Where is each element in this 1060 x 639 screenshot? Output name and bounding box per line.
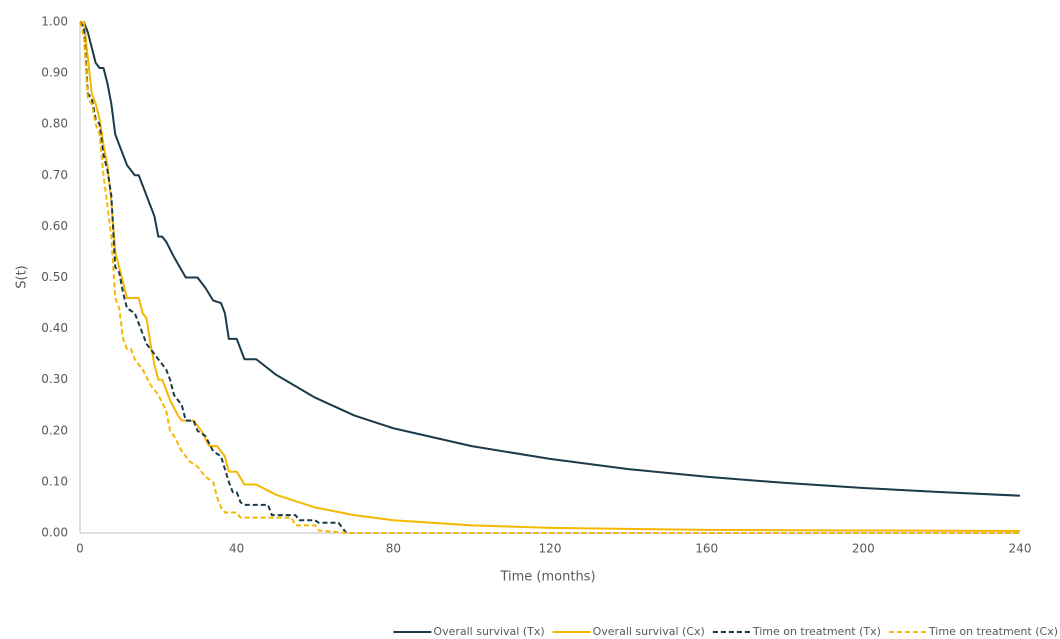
legend-label: Time on treatment (Cx) (928, 625, 1058, 638)
y-tick-label: 0.20 (41, 423, 68, 437)
y-tick-label: 0.00 (41, 526, 68, 540)
y-tick-label: 0.30 (41, 372, 68, 386)
x-tick-label: 240 (1009, 542, 1032, 556)
x-tick-label: 40 (229, 542, 244, 556)
legend: Overall survival (Tx) Overall survival (C… (393, 625, 1058, 638)
x-axis-label: Time (months) (499, 570, 595, 585)
x-tick-label: 120 (539, 542, 562, 556)
series-line (80, 21, 1021, 532)
y-tick-label: 0.70 (41, 168, 68, 182)
x-tick-label: 80 (386, 542, 401, 556)
series-line (80, 21, 1021, 497)
y-tick-label: 0.90 (41, 66, 68, 80)
legend-label: Overall survival (Cx) (593, 625, 705, 638)
x-tick-label: 160 (695, 542, 718, 556)
y-tick-label: 0.80 (41, 117, 68, 131)
y-tick-label: 0.40 (41, 321, 68, 335)
x-tick-label: 200 (852, 542, 875, 556)
y-tick-label: 0.10 (41, 474, 68, 488)
y-axis-label: S(t) (15, 265, 30, 289)
series-line (79, 21, 1020, 534)
y-tick-label: 0.50 (41, 270, 68, 284)
y-tick-label: 1.00 (41, 15, 68, 29)
legend-label: Overall survival (Tx) (433, 625, 544, 638)
legend-label: Time on treatment (Tx) (752, 625, 881, 638)
series-line (79, 21, 1020, 534)
y-tick-label: 0.60 (41, 219, 68, 233)
x-tick-label: 0 (76, 542, 84, 556)
